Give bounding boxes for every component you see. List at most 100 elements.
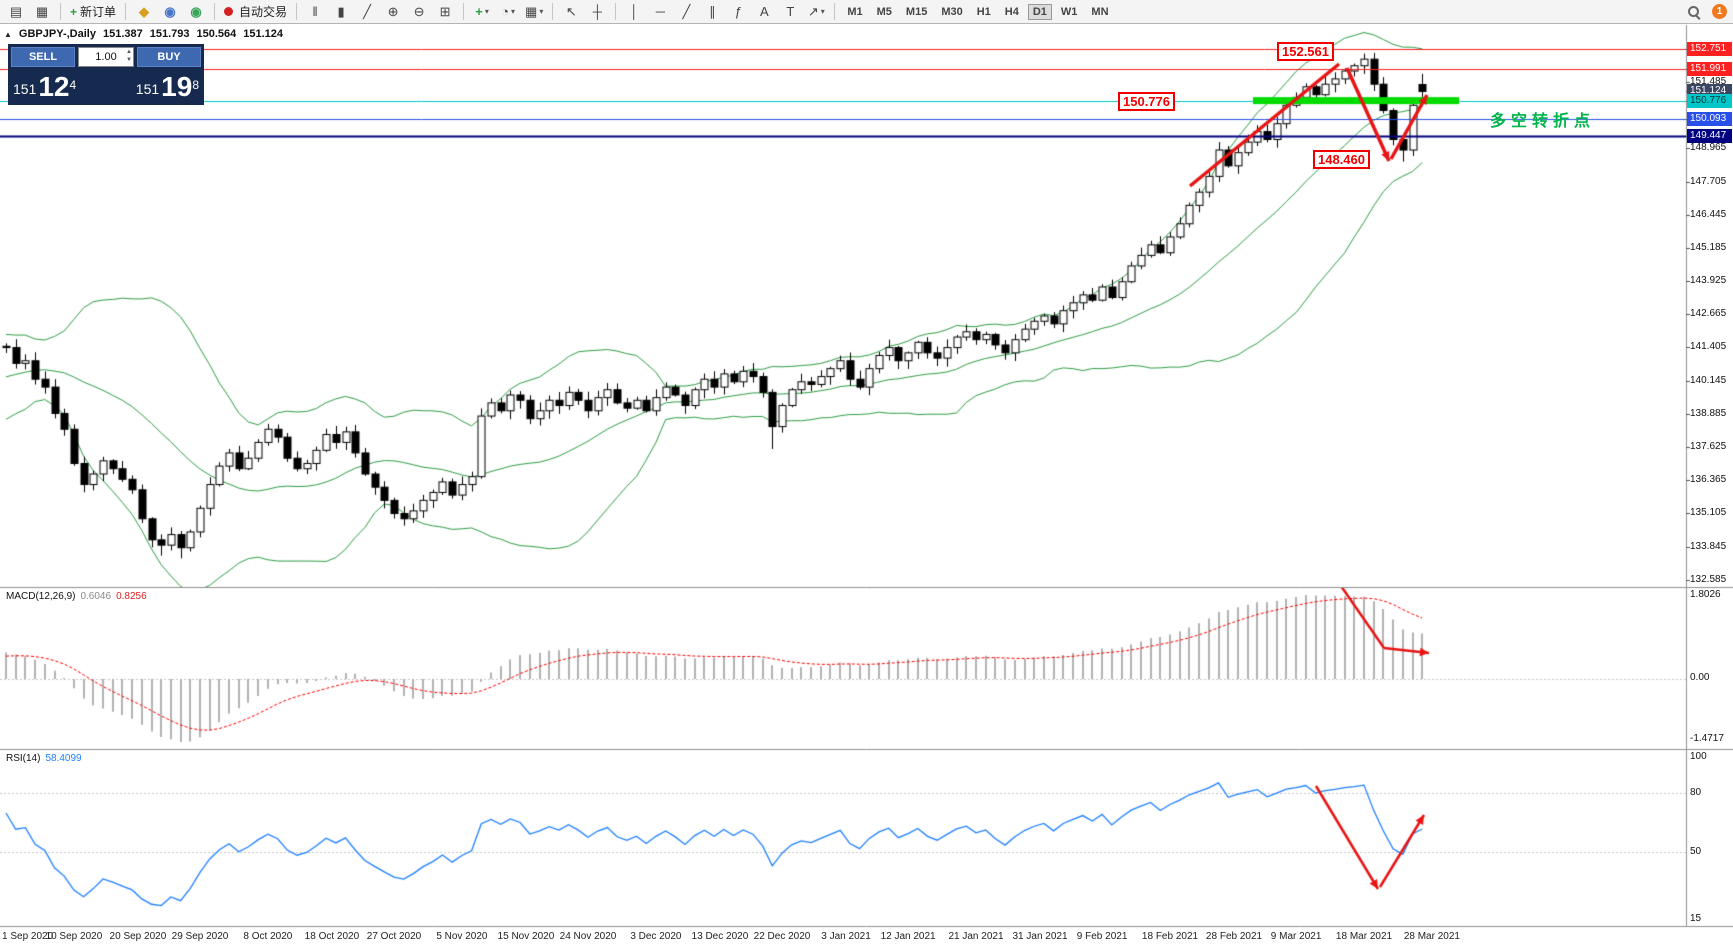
fibonacci-icon[interactable]: ƒ <box>734 4 742 19</box>
macd-name: MACD(12,26,9) <box>6 591 76 602</box>
volume-stepper[interactable]: ▲ ▼ <box>126 48 132 64</box>
timeframe-d1[interactable]: D1 <box>1027 3 1052 20</box>
search-icon[interactable] <box>1682 2 1706 22</box>
date-label: 18 Mar 2021 <box>1335 931 1393 942</box>
turning-point-annotation[interactable]: 多空转折点 <box>1490 113 1596 130</box>
rsi-scale-label: 80 <box>1690 787 1702 799</box>
date-label: 20 Sep 2020 <box>109 931 167 942</box>
price-tick-label: 135.105 <box>1690 507 1727 519</box>
toolbar-separator <box>615 3 617 20</box>
rsi-scale-label: 100 <box>1690 751 1707 762</box>
new-order-button[interactable]: + 新订单 <box>70 4 117 20</box>
timeframe-m15[interactable]: M15 <box>905 5 928 18</box>
zoom-out-icon[interactable]: ⊖ <box>413 3 425 19</box>
chart-window-icon[interactable]: ▤ <box>9 3 23 19</box>
date-label: 9 Mar 2021 <box>1270 931 1322 942</box>
timeframe-w1[interactable]: W1 <box>1060 5 1078 18</box>
date-label: 15 Nov 2020 <box>497 931 555 942</box>
macd-label: MACD(12,26,9) 0.6046 0.8256 <box>6 591 147 602</box>
notification-badge[interactable]: 1 <box>1712 4 1727 19</box>
dropdown-caret-icon[interactable]: ▾ <box>539 7 544 16</box>
dropdown-caret-icon[interactable]: ▾ <box>820 7 825 16</box>
price-badge: 149.447 <box>1687 128 1732 143</box>
bar-close-value: 151.124 <box>243 28 284 40</box>
pullback-low-annotation[interactable]: 148.460 <box>1313 150 1370 169</box>
periods-icon[interactable]: ◔ ▾ <box>501 4 515 19</box>
autotrading-button[interactable]: 自动交易 <box>221 2 290 22</box>
dropdown-caret-icon[interactable]: ▾ <box>510 7 515 16</box>
price-tick-label: 148.965 <box>1690 142 1727 154</box>
date-label: 13 Dec 2020 <box>691 931 749 942</box>
timeframe-mn[interactable]: MN <box>1091 5 1109 18</box>
toolbar-separator <box>552 3 554 20</box>
tile-windows-icon[interactable]: ⊞ <box>439 3 451 19</box>
sell-price-big: 12 <box>38 71 70 102</box>
timeframe-m30[interactable]: M30 <box>941 5 963 18</box>
price-tick-label: 136.365 <box>1690 474 1727 486</box>
peak-price-annotation[interactable]: 152.561 <box>1277 42 1334 61</box>
price-tick-label: 133.845 <box>1690 540 1727 552</box>
arrows-icon[interactable]: ↗ ▾ <box>807 3 825 19</box>
price-tick-label: 143.925 <box>1690 275 1727 287</box>
date-label: 3 Jan 2021 <box>821 931 871 942</box>
date-label: 12 Jan 2021 <box>880 931 936 942</box>
one-click-trading-panel: SELL 1.00 ▲ ▼ BUY 151 12 4 151 19 8 <box>8 44 204 105</box>
buy-price-prefix: 151 <box>135 81 160 97</box>
date-label: 3 Dec 2020 <box>630 931 682 942</box>
price-tick-label: 141.405 <box>1690 341 1727 353</box>
volume-input[interactable]: 1.00 ▲ ▼ <box>78 47 134 67</box>
timeframe-h1[interactable]: H1 <box>976 5 991 18</box>
horizontal-line-icon[interactable]: ─ <box>655 4 665 19</box>
new-order-icon: + <box>70 4 78 19</box>
price-badge: 150.776 <box>1687 93 1732 108</box>
date-label: 24 Nov 2020 <box>559 931 617 942</box>
toolbar-separator <box>463 3 465 20</box>
templates-icon[interactable]: ▦ ▾ <box>525 3 544 19</box>
rsi-scale-label: 15 <box>1690 913 1702 924</box>
line-chart-icon[interactable]: ╱ <box>363 3 371 19</box>
search-glass-icon <box>1687 5 1701 19</box>
accounts-icon[interactable]: ◉ <box>164 3 176 19</box>
bar-low-value: 150.564 <box>196 28 237 40</box>
candlestick-chart-icon[interactable]: ▮ <box>337 3 345 19</box>
chart-ohlc-header: ▲ GBPJPY-,Daily 151.387 151.793 150.564 … <box>4 28 283 40</box>
rsi-label: RSI(14) 58.4099 <box>6 753 82 764</box>
sell-price-sup: 4 <box>69 78 77 92</box>
indicators-icon[interactable]: + ▾ <box>475 4 489 19</box>
macd-scale-min: -1.4717 <box>1690 733 1724 744</box>
one-click-panel-toggle-icon[interactable]: ▲ <box>4 29 12 39</box>
price-tick-label: 145.185 <box>1690 241 1727 253</box>
date-label: 27 Oct 2020 <box>366 931 422 942</box>
trendline-icon[interactable]: ╱ <box>682 3 691 19</box>
buy-button[interactable]: BUY <box>137 47 201 67</box>
new-chart-icon[interactable]: ▦ <box>35 3 49 19</box>
date-label: 5 Nov 2020 <box>436 931 488 942</box>
price-tick-label: 147.705 <box>1690 175 1727 187</box>
label-icon[interactable]: T <box>786 4 795 19</box>
crosshair-icon[interactable]: ┼ <box>592 4 602 19</box>
timeframe-h4[interactable]: H4 <box>1004 5 1019 18</box>
cursor-icon[interactable]: ↖ <box>565 3 577 19</box>
dropdown-caret-icon[interactable]: ▾ <box>484 7 489 16</box>
vertical-line-icon[interactable]: │ <box>630 4 639 19</box>
stepper-up-icon[interactable]: ▲ <box>126 49 132 55</box>
channel-icon[interactable]: ∥ <box>709 3 716 19</box>
stepper-down-icon[interactable]: ▼ <box>126 57 132 63</box>
buy-price-sup: 8 <box>192 78 199 92</box>
timeframe-m5[interactable]: M5 <box>876 5 892 18</box>
zoom-in-icon[interactable]: ⊕ <box>387 3 399 19</box>
toolbar-right-group: 1 <box>1682 2 1729 22</box>
history-center-icon[interactable]: ◆ <box>139 3 150 19</box>
toolbar-separator <box>296 3 298 20</box>
refresh-icon[interactable]: ◉ <box>190 3 202 19</box>
timeframe-m1[interactable]: M1 <box>847 5 863 18</box>
support-price-annotation[interactable]: 150.776 <box>1118 92 1175 111</box>
toolbar-separator <box>60 3 61 20</box>
ohlc-bars-icon[interactable]: ‖ <box>312 4 318 19</box>
text-icon[interactable]: A <box>760 4 769 19</box>
sell-button[interactable]: SELL <box>11 47 75 67</box>
buy-price: 151 19 8 <box>136 68 199 102</box>
date-label: 18 Oct 2020 <box>304 931 360 942</box>
